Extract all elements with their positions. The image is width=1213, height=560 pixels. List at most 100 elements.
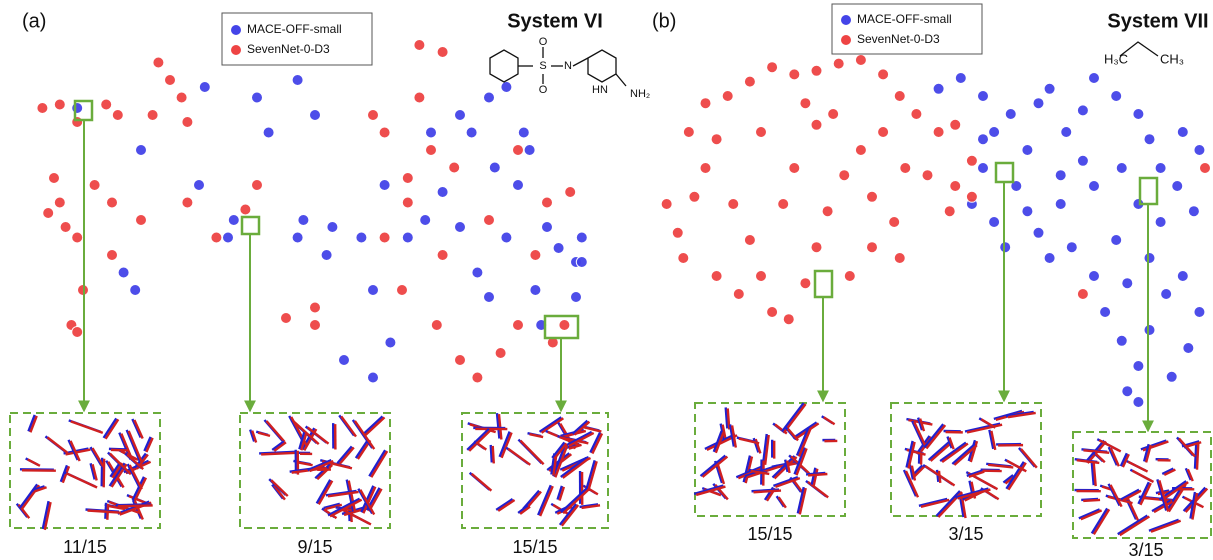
scatter-point: [894, 91, 905, 102]
scatter-point: [107, 197, 118, 208]
atom-label: O: [539, 84, 548, 96]
scatter-point: [49, 173, 60, 184]
scatter-point: [966, 191, 977, 202]
legend: MACE-OFF-small SevenNet-0-D3: [832, 4, 982, 54]
scatter-point: [700, 163, 711, 174]
scatter-point: [1144, 253, 1155, 264]
scatter-point: [1177, 271, 1188, 282]
scatter-point: [54, 99, 65, 110]
scatter-point: [722, 91, 733, 102]
scatter-point: [1111, 91, 1122, 102]
scatter-point: [472, 372, 483, 383]
scatter-point: [449, 162, 460, 173]
scatter-point: [136, 215, 147, 226]
scatter-point: [1089, 271, 1100, 282]
scatter-point: [900, 163, 911, 174]
scatter-point: [292, 75, 303, 86]
match-ratio: 9/15: [297, 537, 332, 557]
scatter-point: [576, 257, 587, 268]
scatter-point: [518, 127, 529, 138]
scatter-point: [402, 197, 413, 208]
molecule: O S O N HN NH₂: [490, 36, 650, 100]
scatter-point: [1061, 127, 1072, 138]
scatter-point: [1116, 163, 1127, 174]
scatter-point: [1055, 199, 1066, 210]
structure-stick: [728, 408, 730, 429]
scatter-point: [356, 232, 367, 243]
scatter-point: [565, 187, 576, 198]
scatter-point: [950, 119, 961, 130]
scatter-point: [828, 109, 839, 120]
scatter-point: [1022, 145, 1033, 156]
scatter-point: [1144, 134, 1155, 145]
scatter-point: [54, 197, 65, 208]
panel-label: (a): [22, 10, 46, 32]
scatter-point: [944, 206, 955, 217]
scatter-point: [711, 134, 722, 145]
scatter-point: [252, 92, 263, 103]
scatter-point: [1155, 217, 1166, 228]
scatter-point: [194, 180, 205, 191]
scatter-point: [524, 145, 535, 156]
scatter-point: [530, 285, 541, 296]
scatter-point: [1077, 155, 1088, 166]
scatter-point: [321, 250, 332, 261]
scatter-point: [402, 173, 413, 184]
scatter-point: [426, 145, 437, 156]
scatter-point: [1089, 181, 1100, 192]
scatter-point: [839, 170, 850, 181]
scatter-point: [112, 110, 123, 121]
highlight-box: [242, 217, 259, 234]
scatter-point: [455, 222, 466, 233]
scatter-point: [1055, 170, 1066, 181]
scatter-point: [281, 313, 292, 324]
scatter-point: [385, 337, 396, 348]
scatter-point: [240, 204, 251, 215]
legend-box: [222, 13, 372, 65]
scatter-point: [501, 232, 512, 243]
structure-stick: [493, 446, 494, 463]
scatter-point: [811, 65, 822, 76]
structure-stick: [111, 450, 129, 451]
scatter-point: [1194, 307, 1205, 318]
scatter-point: [833, 58, 844, 69]
scatter-point: [789, 69, 800, 80]
scatter-point: [700, 98, 711, 109]
structure-stick: [118, 505, 153, 506]
structure-stick: [491, 445, 492, 462]
scatter-point: [228, 215, 239, 226]
scatter-point: [455, 110, 466, 121]
insets: [10, 403, 1211, 538]
scatter-point: [1116, 335, 1127, 346]
scatter-point: [292, 232, 303, 243]
atom-label: N: [564, 60, 572, 72]
scatter-point: [811, 119, 822, 130]
scatter-point: [327, 222, 338, 233]
scatter-point: [484, 215, 495, 226]
legend-label: MACE-OFF-small: [247, 22, 342, 36]
scatter-point: [489, 162, 500, 173]
points-layer: [37, 40, 1211, 408]
scatter-point: [223, 232, 234, 243]
scatter-point: [922, 170, 933, 181]
scatter-point: [298, 215, 309, 226]
scatter-point: [1066, 242, 1077, 253]
scatter-point: [72, 103, 83, 114]
scatter-point: [1100, 307, 1111, 318]
scatter-point: [744, 76, 755, 87]
scatter-point: [978, 91, 989, 102]
scatter-point: [1077, 105, 1088, 116]
scatter-point: [310, 320, 321, 331]
figure: (a) System VI (b) System VII O S O N HN …: [0, 0, 1213, 560]
scatter-point: [1200, 163, 1211, 174]
scatter-point: [513, 320, 524, 331]
scatter-point: [1077, 289, 1088, 300]
scatter-point: [800, 98, 811, 109]
scatter-point: [1022, 206, 1033, 217]
scatter-point: [978, 163, 989, 174]
scatter-point: [153, 57, 164, 68]
scatter-point: [889, 217, 900, 228]
scatter-point: [339, 355, 350, 366]
chart-title: System VII: [1107, 10, 1208, 32]
atom-label: S: [539, 60, 546, 72]
